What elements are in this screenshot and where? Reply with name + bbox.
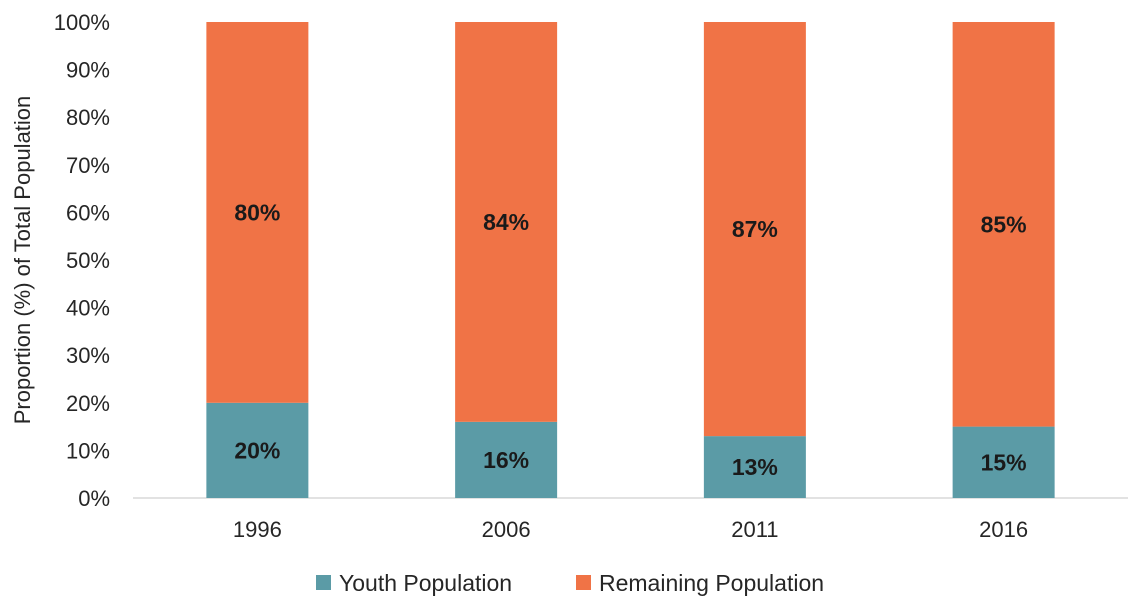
y-tick-label: 10% xyxy=(66,438,110,463)
y-axis-title: Proportion (%) of Total Population xyxy=(10,96,35,425)
data-label: 85% xyxy=(981,211,1027,237)
y-tick-label: 20% xyxy=(66,391,110,416)
data-label: 13% xyxy=(732,454,778,480)
legend-label: Remaining Population xyxy=(599,570,824,596)
legend-swatch xyxy=(576,575,591,590)
bar-segment-remaining-1996 xyxy=(206,22,309,403)
y-tick-label: 80% xyxy=(66,105,110,130)
legend: Youth Population Remaining Population xyxy=(316,570,824,596)
bar-segment-remaining-2006 xyxy=(455,22,558,422)
bar-segment-remaining-2011 xyxy=(703,22,806,437)
data-label: 84% xyxy=(483,209,529,235)
y-tick-label: 70% xyxy=(66,153,110,178)
y-tick-label: 0% xyxy=(78,486,110,511)
bar-segment-youth-2006 xyxy=(455,421,558,498)
y-axis-ticks: 0% 10% 20% 30% 40% 50% 60% 70% 80% 90% 100% xyxy=(54,10,110,511)
x-tick-label: 1996 xyxy=(233,517,282,542)
x-tick-label: 2016 xyxy=(979,517,1028,542)
y-tick-label: 100% xyxy=(54,10,110,35)
bar-segment-remaining-2016 xyxy=(952,22,1055,427)
legend-swatch xyxy=(316,575,331,590)
x-tick-label: 2006 xyxy=(482,517,531,542)
bar-segment-youth-1996 xyxy=(206,402,309,498)
data-label: 16% xyxy=(483,447,529,473)
data-label: 80% xyxy=(234,199,280,225)
y-tick-label: 90% xyxy=(66,58,110,83)
data-label: 20% xyxy=(234,437,280,463)
y-tick-label: 40% xyxy=(66,296,110,321)
bar-segment-youth-2011 xyxy=(703,436,806,498)
y-tick-label: 30% xyxy=(66,343,110,368)
legend-label: Youth Population xyxy=(339,570,512,596)
data-label: 87% xyxy=(732,216,778,242)
data-label: 15% xyxy=(981,449,1027,475)
bars: 20% 80% 16% 84% 13% 87% 15% 85% xyxy=(206,22,1055,498)
bar-segment-youth-2016 xyxy=(952,426,1055,498)
x-tick-label: 2011 xyxy=(731,517,778,542)
y-tick-label: 50% xyxy=(66,248,110,273)
x-axis-ticks: 1996 2006 2011 2016 xyxy=(233,517,1028,542)
y-tick-label: 60% xyxy=(66,200,110,225)
